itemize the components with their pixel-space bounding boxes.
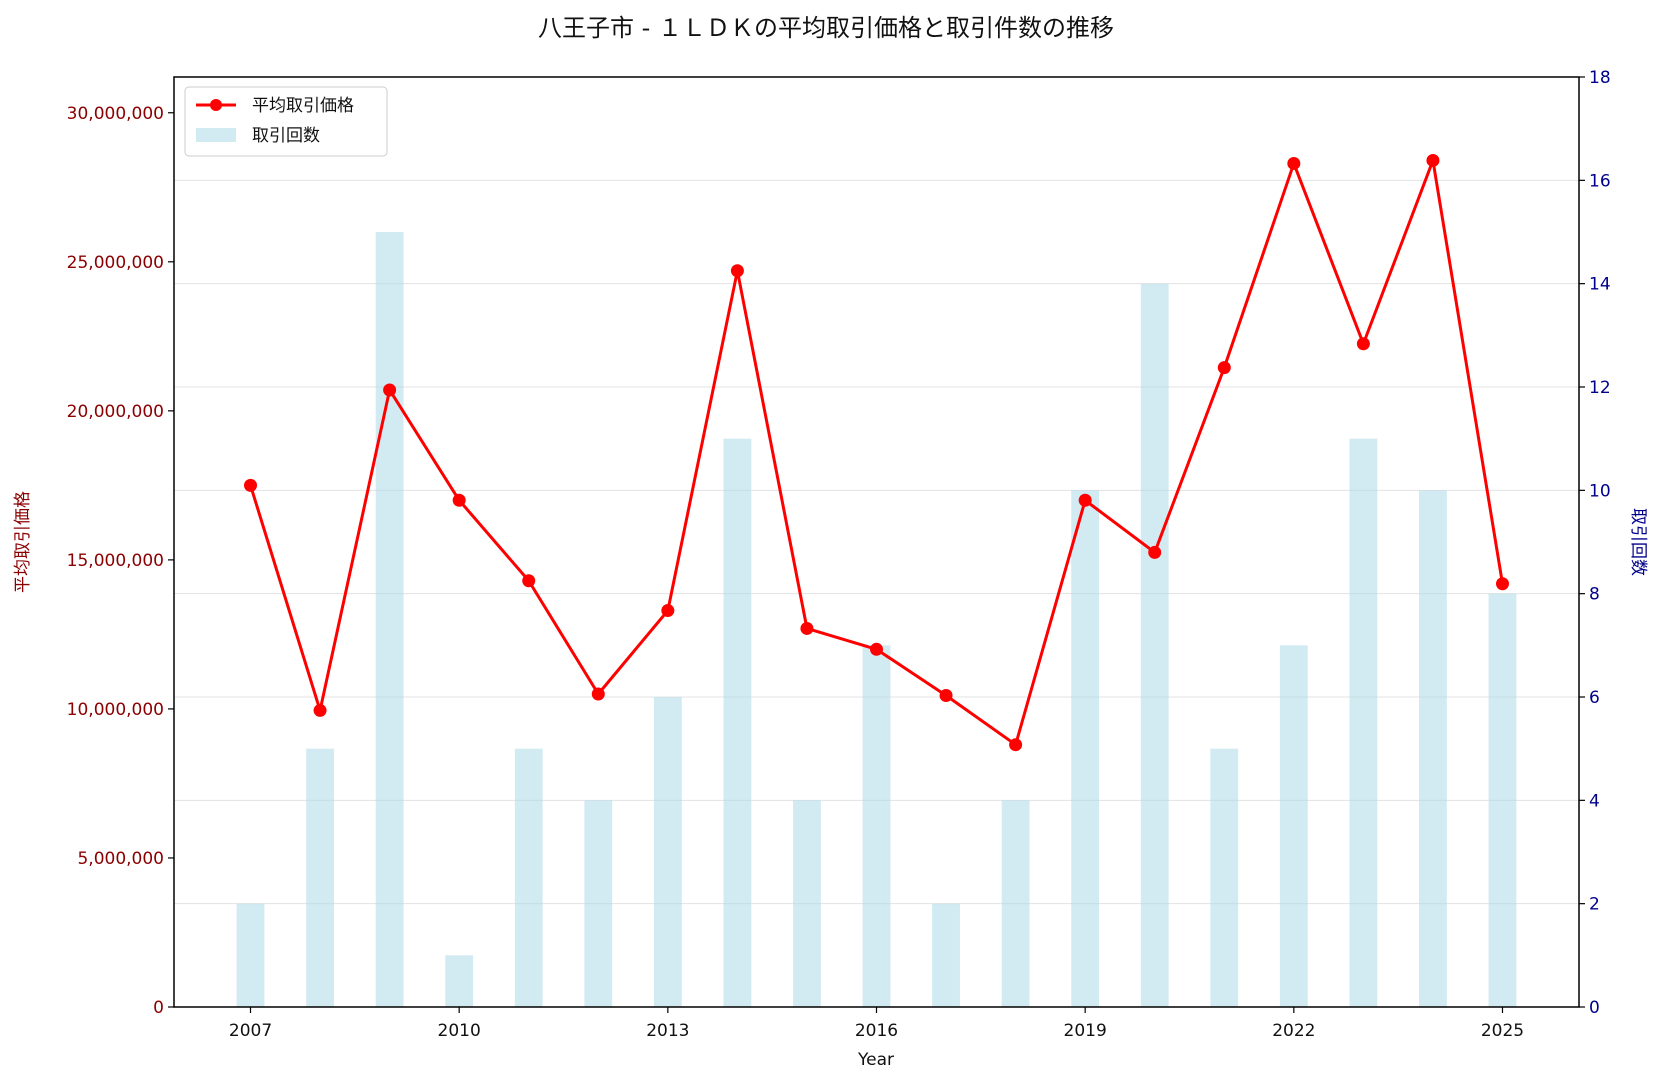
left-axis-label: 平均取引価格 — [13, 491, 33, 593]
bar — [723, 438, 752, 1008]
line-point — [730, 264, 744, 278]
x-tick-label: 2025 — [1481, 1021, 1524, 1041]
left-tick-label: 25,000,000 — [67, 253, 164, 273]
left-tick-label: 20,000,000 — [67, 402, 164, 422]
left-tick-label: 5,000,000 — [77, 849, 164, 869]
line-point — [522, 574, 536, 588]
line-point — [244, 478, 258, 492]
line-series — [244, 153, 1509, 752]
bar — [1210, 748, 1239, 1007]
bar — [793, 800, 821, 1007]
x-tick-label: 2010 — [438, 1021, 481, 1041]
bar — [1071, 490, 1100, 1007]
line-point — [661, 604, 675, 618]
legend-label-price: 平均取引価格 — [252, 96, 354, 116]
line-point — [452, 493, 466, 507]
left-tick-label: 15,000,000 — [67, 551, 164, 571]
bar — [1140, 283, 1169, 1008]
line-point — [1495, 577, 1509, 591]
bar — [306, 748, 334, 1007]
bar — [375, 232, 404, 1007]
line-point — [870, 642, 883, 656]
bar — [584, 800, 613, 1007]
left-axis-ticks: 0 5,000,000 10,000,000 15,000,000 20,000,000… — [67, 104, 174, 1018]
left-tick-label: 30,000,000 — [67, 104, 164, 124]
bar — [862, 645, 891, 1007]
chart-title: 八王子市 - １ＬＤＫの平均取引価格と取引件数の推移 — [538, 14, 1114, 42]
legend-label-count: 取引回数 — [252, 126, 320, 146]
right-tick-label: 14 — [1589, 275, 1611, 295]
line-point — [939, 689, 953, 703]
line-point — [313, 703, 327, 717]
x-tick-label: 2022 — [1272, 1021, 1315, 1041]
right-tick-label: 18 — [1589, 68, 1611, 88]
right-tick-label: 10 — [1589, 481, 1611, 501]
right-tick-label: 16 — [1589, 171, 1611, 191]
line-point — [1217, 361, 1231, 375]
left-tick-label: 0 — [153, 998, 164, 1018]
bar — [236, 903, 265, 1007]
right-tick-label: 2 — [1589, 895, 1600, 915]
bar — [1419, 490, 1447, 1007]
line-point — [1009, 738, 1023, 752]
legend: 平均取引価格 取引回数 — [184, 86, 388, 157]
bar — [445, 955, 474, 1007]
right-axis-label: 取引回数 — [1628, 508, 1648, 576]
right-tick-label: 8 — [1589, 585, 1600, 605]
x-axis-ticks: 2007 2010 2013 2016 2019 2022 2025 — [229, 1007, 1524, 1041]
right-tick-label: 4 — [1589, 791, 1600, 811]
bar — [1349, 438, 1378, 1008]
line-point — [591, 687, 605, 701]
x-tick-label: 2019 — [1064, 1021, 1107, 1041]
x-tick-label: 2013 — [646, 1021, 689, 1041]
line-point — [800, 621, 814, 635]
line-point — [1356, 337, 1370, 351]
x-tick-label: 2016 — [855, 1021, 898, 1041]
line-point — [383, 383, 397, 397]
bar — [514, 748, 543, 1007]
right-axis-ticks: 0 2 4 6 8 10 12 14 16 18 — [1579, 68, 1611, 1018]
x-tick-label: 2007 — [229, 1021, 272, 1041]
legend-line-marker — [210, 99, 222, 111]
legend-bar-swatch — [196, 128, 236, 142]
bar — [932, 903, 960, 1007]
right-tick-label: 0 — [1589, 998, 1600, 1018]
line-point — [1148, 545, 1162, 559]
line-point — [1078, 493, 1092, 507]
bar — [1279, 645, 1308, 1007]
line-point — [1287, 156, 1301, 170]
right-tick-label: 12 — [1589, 378, 1611, 398]
bar — [653, 697, 682, 1007]
line-point — [1426, 153, 1440, 167]
right-tick-label: 6 — [1589, 688, 1600, 708]
left-tick-label: 10,000,000 — [67, 700, 164, 720]
bar-series — [236, 232, 1517, 1008]
bar — [1001, 800, 1030, 1007]
bar — [1488, 593, 1517, 1007]
x-axis-label: Year — [857, 1050, 894, 1070]
